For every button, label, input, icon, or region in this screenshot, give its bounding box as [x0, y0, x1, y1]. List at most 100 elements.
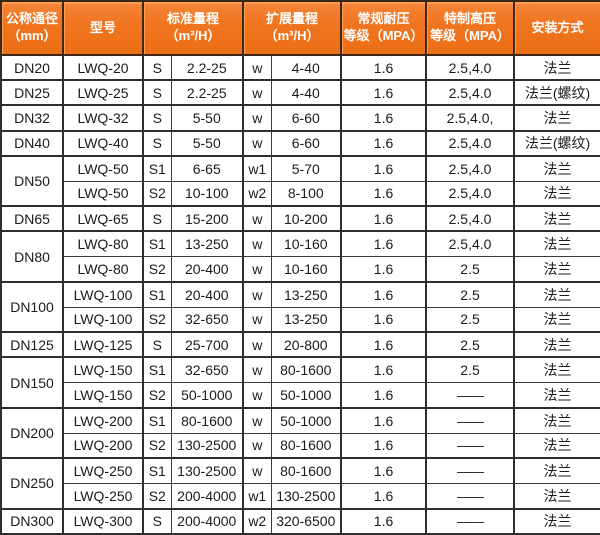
cell-extended-range: 50-1000	[270, 382, 343, 409]
table-row: LWQ-250 S2 200-4000 w1 130-2500 1.6 —— 法兰	[1, 482, 600, 510]
cell-nominal-diameter: DN80	[0, 230, 64, 283]
table-header: 公称通径 （mm） 型号 标准量程 （m³/H） 扩展量程 （m³/H） 常规耐压 等级（MPA…	[0, 0, 600, 56]
cell-nominal-diameter: DN250	[0, 457, 64, 510]
cell-high-pressure: 2.5,4.0	[425, 230, 516, 258]
cell-standard-range: 25-700	[170, 331, 245, 358]
header-extended-range-line: 扩展量程	[266, 11, 319, 27]
cell-high-pressure: ——	[425, 406, 516, 434]
header-extended-range-line: （m³/H）	[264, 28, 320, 43]
cell-normal-pressure: 1.6	[340, 205, 428, 232]
table-row: LWQ-150 S2 50-1000 w 50-1000 1.6 —— 法兰	[1, 382, 600, 409]
cell-installation: 法兰	[513, 331, 600, 358]
cell-standard-label: S2	[142, 256, 172, 283]
cell-extended-range: 50-1000	[270, 406, 343, 434]
cell-standard-range: 2.2-25	[170, 53, 245, 81]
table-row: DN65 LWQ-65 S 15-200 w 10-200 1.6 2.5,4.0 法兰	[0, 205, 600, 232]
cell-standard-range: 10-100	[170, 180, 245, 207]
cell-standard-range: 80-1600	[170, 406, 245, 434]
cell-installation: 法兰	[513, 205, 600, 232]
cell-standard-range: 50-1000	[170, 382, 245, 409]
header-standard-range-line: （m³/H）	[165, 28, 221, 43]
cell-nominal-diameter: DN125	[0, 331, 64, 358]
cell-extended-label: w	[242, 104, 272, 132]
cell-standard-range: 32-650	[170, 306, 245, 333]
cell-nominal-diameter: DN100	[0, 280, 64, 333]
cell-installation: 法兰	[513, 382, 600, 409]
cell-high-pressure: 2.5	[425, 256, 516, 283]
header-standard-range-line: 标准量程	[167, 11, 220, 27]
cell-standard-label: S2	[142, 180, 172, 207]
cell-extended-label: w	[242, 129, 272, 157]
cell-extended-range: 6-60	[270, 129, 343, 157]
header-model-line: 型号	[89, 19, 116, 35]
cell-high-pressure: 2.5	[425, 306, 516, 333]
table-row: DN125 LWQ-125 S 25-700 w 20-800 1.6 2.5 法兰	[0, 331, 600, 358]
cell-normal-pressure: 1.6	[340, 356, 428, 384]
cell-high-pressure: 2.5	[425, 280, 516, 308]
cell-installation: 法兰	[513, 507, 600, 535]
header-special-high-pressure-line: 特制高压	[444, 11, 497, 27]
cell-standard-label: S	[142, 331, 172, 358]
header-nominal-diameter-line: （mm）	[7, 28, 57, 43]
cell-extended-label: w	[242, 53, 272, 81]
cell-installation: 法兰	[513, 457, 600, 484]
header-special-high-pressure: 特制高压 等级（MPA）	[425, 0, 516, 56]
cell-standard-range: 5-50	[170, 104, 245, 132]
cell-extended-label: w	[242, 205, 272, 232]
cell-model: LWQ-200	[62, 432, 144, 459]
cell-normal-pressure: 1.6	[340, 53, 428, 81]
table-row: LWQ-80 S2 20-400 w 10-160 1.6 2.5 法兰	[1, 256, 600, 283]
cell-high-pressure: 2.5,4.0	[425, 53, 516, 81]
cell-extended-label: w	[242, 457, 272, 484]
cell-extended-range: 6-60	[270, 104, 343, 132]
cell-standard-range: 2.2-25	[170, 79, 245, 106]
header-installation: 安装方式	[513, 0, 600, 56]
cell-extended-range: 320-6500	[270, 507, 343, 535]
cell-high-pressure: ——	[425, 382, 516, 409]
cell-installation: 法兰	[513, 306, 600, 333]
cell-standard-label: S1	[142, 154, 172, 182]
cell-standard-range: 13-250	[170, 230, 245, 258]
table-row: DN300 LWQ-300 S 200-4000 w2 320-6500 1.6 —— 法兰	[0, 507, 600, 535]
cell-standard-label: S2	[142, 432, 172, 459]
cell-standard-range: 15-200	[170, 205, 245, 232]
cell-installation: 法兰	[513, 356, 600, 384]
cell-model: LWQ-50	[62, 154, 144, 182]
header-nominal-diameter: 公称通径 （mm）	[0, 0, 64, 56]
cell-standard-label: S	[142, 53, 172, 81]
cell-high-pressure: 2.5,4.0,	[425, 104, 516, 132]
cell-model: LWQ-100	[62, 280, 144, 308]
cell-standard-range: 6-65	[170, 154, 245, 182]
cell-installation: 法兰	[513, 482, 600, 510]
cell-high-pressure: ——	[425, 482, 516, 510]
cell-installation: 法兰	[513, 256, 600, 283]
cell-standard-label: S1	[142, 406, 172, 434]
cell-extended-range: 10-200	[270, 205, 343, 232]
header-standard-range: 标准量程 （m³/H）	[141, 0, 245, 56]
header-nominal-diameter-line: 公称通径	[5, 11, 58, 27]
cell-normal-pressure: 1.6	[340, 306, 428, 333]
cell-normal-pressure: 1.6	[340, 129, 428, 157]
cell-standard-label: S	[142, 129, 172, 157]
header-normal-pressure: 常规耐压 等级（MPA）	[340, 0, 428, 56]
cell-model: LWQ-25	[62, 79, 144, 106]
table-row: LWQ-100 S2 32-650 w 13-250 1.6 2.5 法兰	[1, 306, 600, 333]
header-installation-line: 安装方式	[531, 19, 584, 35]
cell-extended-label: w	[242, 280, 272, 308]
table-row: DN32 LWQ-32 S 5-50 w 6-60 1.6 2.5,4.0, 法兰	[0, 104, 600, 132]
cell-installation: 法兰	[513, 104, 600, 132]
table-row: DN40 LWQ-40 S 5-50 w 6-60 1.6 2.5,4.0 法兰(螺纹)	[0, 129, 600, 157]
cell-model: LWQ-150	[62, 356, 144, 384]
cell-installation: 法兰	[513, 230, 600, 258]
cell-extended-range: 130-2500	[270, 482, 343, 510]
cell-extended-label: w	[242, 306, 272, 333]
cell-standard-label: S	[142, 104, 172, 132]
cell-normal-pressure: 1.6	[340, 256, 428, 283]
table-row: DN80 LWQ-80 S1 13-250 w 10-160 1.6 2.5,4.0 法兰	[0, 230, 600, 283]
cell-extended-range: 5-70	[270, 154, 343, 182]
cell-standard-label: S2	[142, 382, 172, 409]
cell-high-pressure: 2.5	[425, 331, 516, 358]
cell-high-pressure: 2.5,4.0	[425, 79, 516, 106]
cell-normal-pressure: 1.6	[340, 104, 428, 132]
